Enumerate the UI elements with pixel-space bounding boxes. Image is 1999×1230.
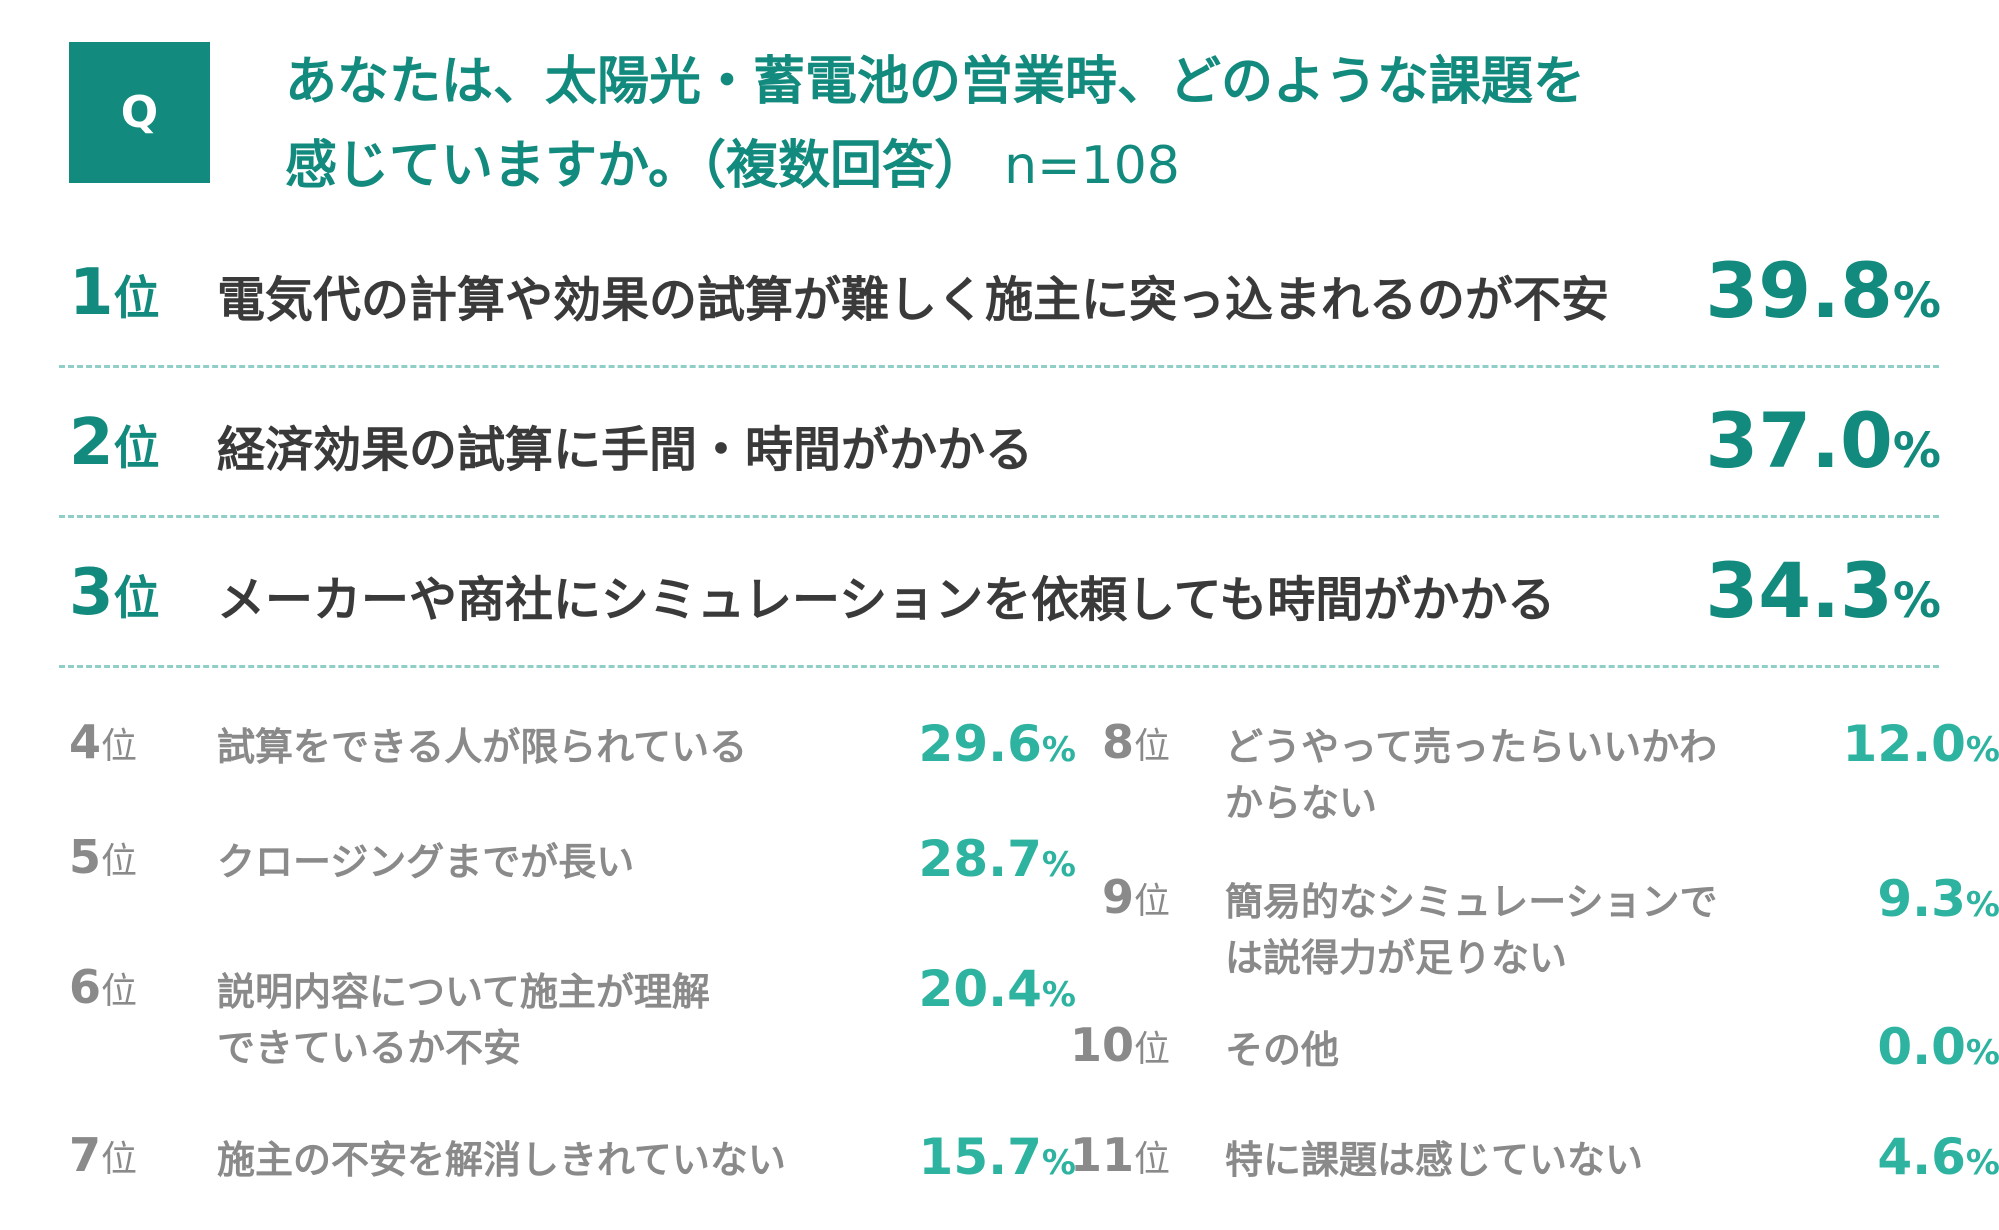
rank-label: 10位 [1069, 1018, 1170, 1072]
result-label: クロージングまでが長い [217, 840, 635, 884]
question-title-line2: 感じていますか。（複数回答） [285, 136, 986, 196]
rank-label: 4位 [69, 715, 138, 769]
result-row-2: 2位 経済効果の試算に手間・時間がかかる 37.0% [59, 368, 1941, 518]
question-title: あなたは、太陽光・蓄電池の営業時、どのような課題を 感じていますか。（複数回答）… [285, 40, 1735, 208]
result-value: 29.6% [918, 715, 1076, 773]
result-value: 37.0% [1705, 396, 1941, 485]
rank-label: 6位 [69, 960, 138, 1014]
result-value: 28.7% [918, 830, 1076, 888]
rank-label: 9位 [1101, 870, 1170, 924]
row-divider [59, 515, 1939, 518]
rank-label: 2位 [69, 406, 160, 480]
rank-label: 1位 [69, 256, 160, 330]
row-divider [59, 365, 1939, 368]
result-label: 簡易的なシミュレーションでは説得力が足りない [1225, 880, 1718, 980]
result-value: 34.3% [1705, 546, 1941, 635]
question-badge: Q [69, 42, 210, 183]
result-row-3: 3位 メーカーや商社にシミュレーションを依頼しても時間がかかる 34.3% [59, 518, 1941, 668]
row-divider [59, 665, 1939, 668]
result-value: 12.0% [1842, 715, 1999, 773]
rank-label: 7位 [69, 1128, 138, 1182]
result-label: その他 [1225, 1028, 1340, 1072]
result-label: 特に課題は感じていない [1225, 1138, 1644, 1182]
sample-size: n=108 [1004, 136, 1180, 196]
result-value: 4.6% [1877, 1128, 1999, 1186]
result-value: 15.7% [918, 1128, 1076, 1186]
result-label: 施主の不安を解消しきれていない [217, 1138, 786, 1182]
rank-label: 8位 [1101, 715, 1170, 769]
result-value: 20.4% [918, 960, 1076, 1018]
result-value: 39.8% [1705, 246, 1941, 335]
rank-label: 11位 [1069, 1128, 1170, 1182]
result-label: 試算をできる人が限られている [217, 725, 748, 769]
result-label: 電気代の計算や効果の試算が難しく施主に突っ込まれるのが不安 [217, 272, 1610, 328]
result-label: 経済効果の試算に手間・時間がかかる [217, 422, 1034, 478]
result-row-1: 1位 電気代の計算や効果の試算が難しく施主に突っ込まれるのが不安 39.8% [59, 218, 1941, 368]
result-value: 0.0% [1877, 1018, 1999, 1076]
rank-label: 5位 [69, 830, 138, 884]
result-label: 説明内容について施主が理解できているか不安 [217, 970, 710, 1070]
result-label: どうやって売ったらいいかわからない [1225, 725, 1718, 825]
result-label: メーカーや商社にシミュレーションを依頼しても時間がかかる [217, 572, 1556, 628]
result-value: 9.3% [1877, 870, 1999, 928]
question-title-line1: あなたは、太陽光・蓄電池の営業時、どのような課題を [285, 52, 1586, 112]
rank-label: 3位 [69, 556, 160, 630]
